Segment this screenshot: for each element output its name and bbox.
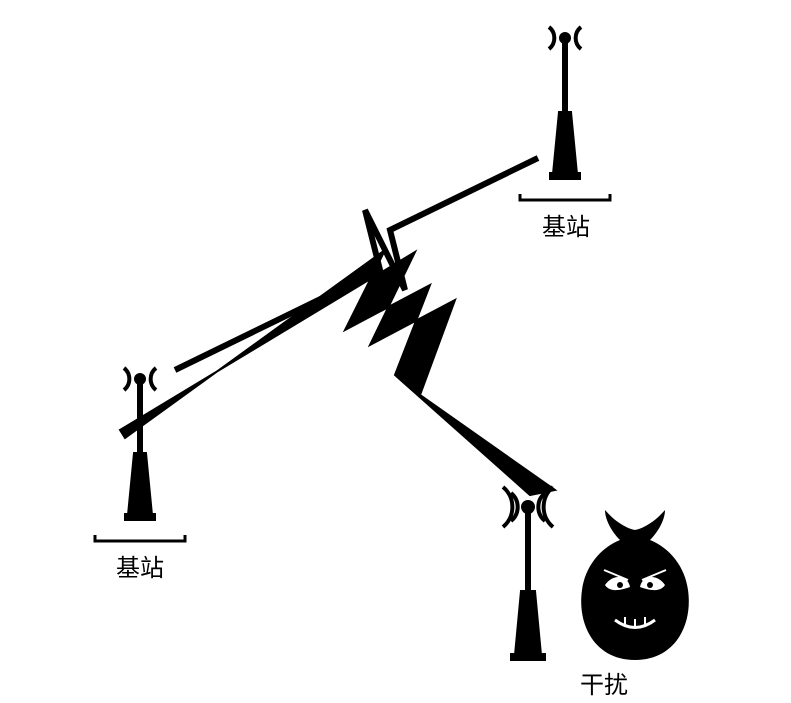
label-jammer: 干扰 xyxy=(580,665,628,700)
link-thin-zigzag xyxy=(175,158,538,370)
diagram-svg xyxy=(0,0,791,703)
diagram-canvas: 基站 基站 干扰 xyxy=(0,0,791,703)
label-station-left: 基站 xyxy=(116,548,164,583)
jammer-devil-icon xyxy=(581,510,689,660)
base-station-right xyxy=(520,27,610,200)
label-station-right: 基站 xyxy=(542,207,590,242)
jamming-bolt xyxy=(120,250,555,495)
base-station-left xyxy=(95,368,185,541)
jammer-antenna xyxy=(503,487,553,661)
